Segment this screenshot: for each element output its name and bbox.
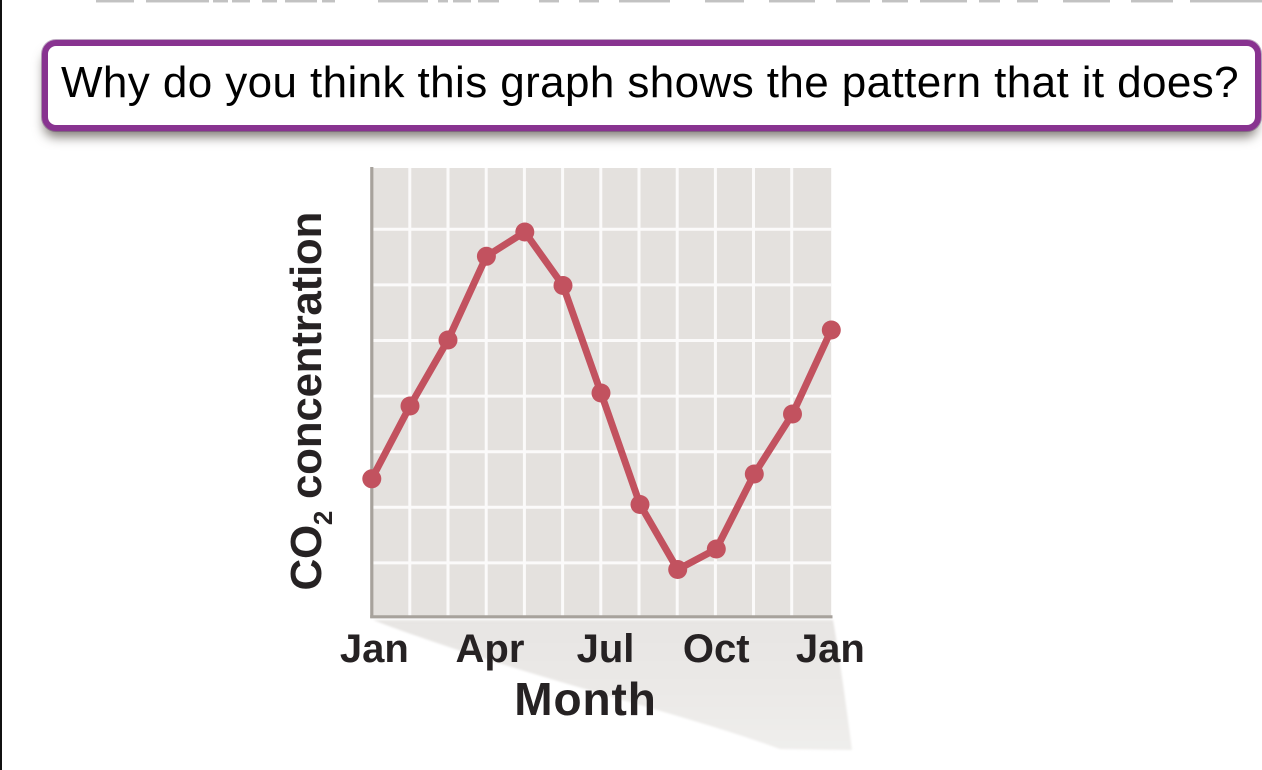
svg-text:Jan: Jan <box>796 627 865 671</box>
svg-text:CO2 concentration: CO2 concentration <box>282 212 338 591</box>
svg-text:Jul: Jul <box>577 627 635 671</box>
svg-text:Jan: Jan <box>340 627 409 671</box>
svg-text:Apr: Apr <box>456 627 525 671</box>
svg-text:Month: Month <box>514 673 656 725</box>
svg-text:Oct: Oct <box>683 627 750 671</box>
